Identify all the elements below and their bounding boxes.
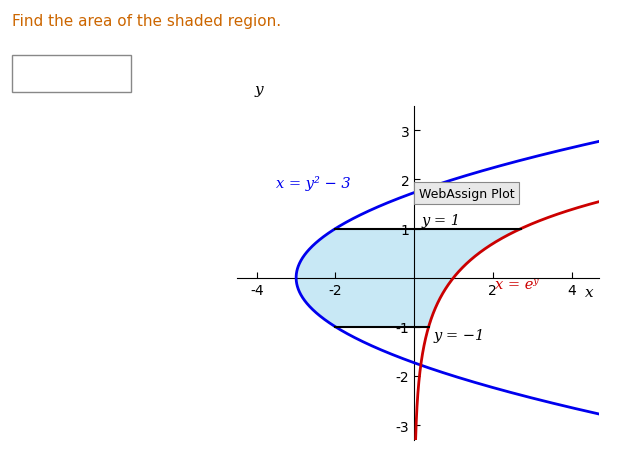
Text: y = 1: y = 1 — [422, 213, 461, 227]
Text: x = y² − 3: x = y² − 3 — [276, 175, 351, 190]
Text: y = −1: y = −1 — [434, 328, 485, 342]
Text: WebAssign Plot: WebAssign Plot — [419, 187, 515, 200]
Text: Find the area of the shaded region.: Find the area of the shaded region. — [12, 14, 281, 29]
Text: x: x — [585, 285, 593, 300]
Text: y: y — [255, 82, 263, 96]
Text: x = eʸ: x = eʸ — [495, 278, 539, 292]
